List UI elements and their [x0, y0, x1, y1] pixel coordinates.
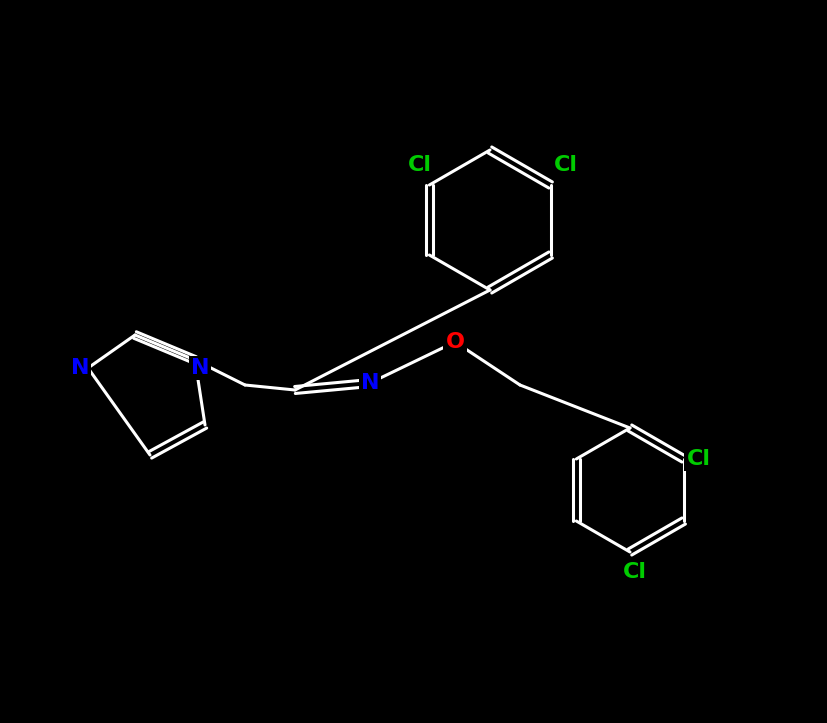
Text: N: N [71, 358, 89, 378]
Text: N: N [191, 358, 209, 378]
Text: O: O [446, 332, 465, 352]
Text: Cl: Cl [623, 562, 647, 582]
Text: N: N [361, 373, 380, 393]
Text: Cl: Cl [408, 155, 432, 175]
Text: Cl: Cl [686, 449, 710, 469]
Text: Cl: Cl [553, 155, 577, 175]
